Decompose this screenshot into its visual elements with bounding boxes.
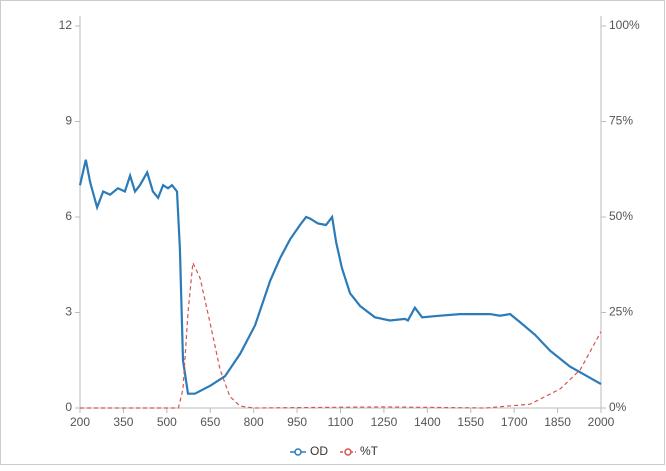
series-line xyxy=(80,260,602,409)
y2-tick-label: 50% xyxy=(609,209,633,223)
x-tick-label: 2000 xyxy=(588,415,615,429)
x-tick-label: 500 xyxy=(157,415,177,429)
y2-tick-label: 100% xyxy=(609,18,640,32)
y-tick-label: 3 xyxy=(65,305,72,319)
y-tick-label: 6 xyxy=(65,209,72,223)
x-tick-label: 1250 xyxy=(371,415,398,429)
x-tick-label: 1850 xyxy=(544,415,571,429)
legend-label: %T xyxy=(360,444,379,458)
y2-tick-label: 25% xyxy=(609,305,633,319)
x-tick-label: 650 xyxy=(200,415,220,429)
legend-item: OD xyxy=(290,444,328,458)
legend-marker xyxy=(344,448,352,456)
legend-item: %T xyxy=(340,444,379,458)
y-tick-label: 9 xyxy=(65,114,72,128)
x-tick-label: 1700 xyxy=(501,415,528,429)
y2-tick-label: 75% xyxy=(609,114,633,128)
y-tick-label: 0 xyxy=(65,400,72,414)
legend-label: OD xyxy=(310,444,328,458)
x-tick-label: 950 xyxy=(287,415,307,429)
x-tick-label: 1550 xyxy=(457,415,484,429)
x-tick-label: 800 xyxy=(244,415,264,429)
x-tick-label: 1100 xyxy=(328,415,354,429)
x-tick-label: 350 xyxy=(113,415,133,429)
series-line xyxy=(78,159,602,395)
x-tick-label: 200 xyxy=(70,415,90,429)
legend-marker xyxy=(294,448,302,456)
y2-tick-label: 0% xyxy=(609,400,627,414)
x-tick-label: 1400 xyxy=(414,415,441,429)
y-tick-label: 12 xyxy=(59,18,73,32)
